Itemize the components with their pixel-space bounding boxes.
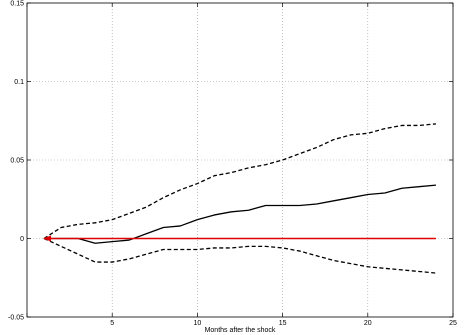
tick-labels: 5 10 15 20 25 -0.05 0 0.05 0.1 0.15 [8,1,457,328]
x-tick-label: 20 [364,320,372,327]
grid [27,3,453,317]
x-tick-label: 25 [449,320,457,327]
y-tick-label: 0.05 [10,158,24,165]
upper-confidence-band [43,123,437,240]
x-axis-label: Months after the shock [205,327,276,334]
y-tick-label: 0.1 [14,79,24,86]
impulse-response-line [44,184,437,244]
lower-confidence-band [43,237,437,274]
y-tick-label: -0.05 [8,315,24,322]
series-layer [43,123,437,274]
x-tick-label: 5 [110,320,114,327]
ticks [26,2,454,318]
x-tick-label: 10 [194,320,202,327]
y-tick-label: 0.15 [10,1,24,8]
y-tick-label: 0 [20,236,24,243]
x-tick-label: 15 [279,320,287,327]
